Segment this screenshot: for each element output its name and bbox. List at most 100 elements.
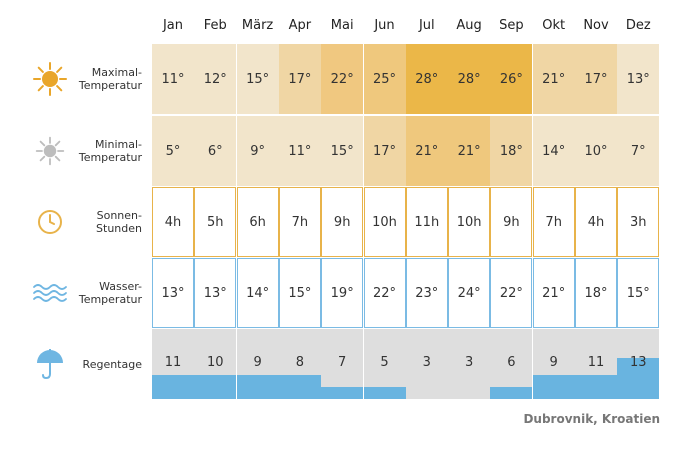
sun-hours-cell: 5h: [194, 187, 237, 257]
rain-days-cell: 3: [448, 329, 491, 399]
max-temp-cell: 17°: [575, 44, 617, 114]
min-temp-cell: 6°: [194, 116, 237, 186]
rain-days-cell: 9: [236, 329, 279, 399]
month-header-cell: Feb: [203, 18, 227, 33]
sun-hours-cell: 10h: [448, 187, 491, 257]
min-temp-cell: 7°: [617, 116, 660, 186]
rain-days-cell: 9: [532, 329, 575, 399]
month-header-cell: Mai: [330, 18, 354, 33]
row-label-sun-hours: Sonnen- Stunden: [30, 187, 142, 257]
min-temp-cell: 17°: [363, 116, 406, 186]
min-temp-cell: 10°: [575, 116, 617, 186]
rain-fill-bar: [278, 374, 321, 399]
max-temp-cell: 22°: [321, 44, 364, 114]
water-temp-cell: 23°: [405, 258, 448, 328]
sun-hours-cell: 9h: [321, 187, 364, 257]
rain-fill-bar: [575, 374, 617, 399]
rain-days-cell: 10: [194, 329, 237, 399]
water-temp-cell: 22°: [490, 258, 533, 328]
rain-fill-bar: [152, 374, 194, 399]
water-temp-cell: 15°: [278, 258, 321, 328]
month-header: Jan Feb März Apr Mai Jun Jul Aug Sep Okt Nov Dez: [152, 14, 662, 38]
sun-hours-cell: 7h: [532, 187, 575, 257]
umbrella-icon: [30, 329, 70, 399]
sun-hours-row: 4h 5h 6h 7h 9h 10h 11h 10h 9h 7h 4h 3h: [152, 187, 662, 257]
row-label-text: Wasser- Temperatur: [78, 280, 142, 306]
water-temp-cell: 22°: [363, 258, 406, 328]
location-label: Dubrovnik, Kroatien: [523, 412, 660, 426]
rain-fill-bar: [236, 374, 279, 399]
row-label-text: Regentage: [82, 357, 142, 371]
rain-days-value: 5: [380, 355, 389, 370]
row-label-max-temp: Maximal- Temperatur: [30, 44, 142, 114]
water-temp-cell: 21°: [532, 258, 575, 328]
water-temp-cell: 24°: [448, 258, 491, 328]
month-header-cell: Jan: [162, 18, 184, 33]
month-header-cell: Jul: [418, 18, 435, 33]
sun-hours-cell: 4h: [152, 187, 194, 257]
sun-hours-cell: 10h: [363, 187, 406, 257]
rain-fill-bar: [532, 374, 575, 399]
water-temp-cell: 15°: [617, 258, 660, 328]
month-header-cell: Sep: [499, 18, 524, 33]
sun-hours-cell: 4h: [575, 187, 617, 257]
month-header-cell: März: [241, 18, 274, 33]
water-temp-cell: 19°: [321, 258, 364, 328]
rain-days-value: 8: [295, 355, 305, 370]
rain-days-value: 13: [630, 355, 647, 370]
max-temp-cell: 11°: [152, 44, 194, 114]
max-temp-cell: 28°: [405, 44, 448, 114]
rain-fill-bar: [363, 387, 406, 399]
clock-icon: [30, 187, 70, 257]
month-header-cell: Aug: [456, 18, 482, 33]
rain-days-cell: 3: [405, 329, 448, 399]
row-label-text: Minimal- Temperatur: [78, 138, 142, 164]
rain-days-value: 11: [164, 355, 182, 370]
month-header-cell: Apr: [288, 18, 312, 33]
min-temp-cell: 21°: [405, 116, 448, 186]
rain-days-value: 3: [464, 355, 474, 370]
max-temp-cell: 25°: [363, 44, 406, 114]
min-temp-cell: 21°: [448, 116, 491, 186]
sun-hours-cell: 11h: [405, 187, 448, 257]
rain-fill-bar: [617, 358, 660, 399]
rain-days-cell: 7: [321, 329, 364, 399]
max-temp-cell: 15°: [236, 44, 279, 114]
sun-hours-cell: 7h: [278, 187, 321, 257]
rain-days-cell: 13: [617, 329, 660, 399]
min-temp-cell: 14°: [532, 116, 575, 186]
rain-fill-bar: [194, 374, 237, 399]
water-temp-cell: 13°: [194, 258, 237, 328]
rain-days-cell: 5: [363, 329, 406, 399]
max-temp-cell: 17°: [278, 44, 321, 114]
row-label-rain-days: Regentage: [30, 329, 142, 399]
rain-days-value: 9: [253, 355, 262, 370]
month-header-cell: Nov: [583, 18, 609, 33]
rain-days-value: 3: [422, 355, 431, 370]
sun-hours-cell: 3h: [617, 187, 660, 257]
sun-hours-cell: 6h: [236, 187, 279, 257]
month-header-cell: Okt: [542, 18, 566, 33]
max-temp-cell: 21°: [532, 44, 575, 114]
max-temp-cell: 13°: [617, 44, 660, 114]
max-temp-row: 11° 12° 15° 17° 22° 25° 28° 28° 26° 21° 17° 13°: [152, 44, 662, 114]
row-label-text: Sonnen- Stunden: [96, 209, 142, 235]
row-label-water-temp: Wasser- Temperatur: [30, 258, 142, 328]
min-temp-cell: 9°: [236, 116, 279, 186]
rain-days-value: 10: [207, 355, 224, 370]
row-label-text: Maximal- Temperatur: [78, 66, 142, 92]
rain-days-value: 9: [549, 355, 558, 370]
min-temp-cell: 11°: [278, 116, 321, 186]
month-header-cell: Dez: [625, 18, 651, 33]
water-temp-cell: 14°: [236, 258, 279, 328]
rain-days-row: 11 10 9 8 7 5 3 3 6 9 11 13: [152, 329, 662, 399]
min-temp-cell: 15°: [321, 116, 364, 186]
rain-fill-bar: [321, 387, 364, 399]
max-temp-cell: 12°: [194, 44, 237, 114]
rain-days-value: 7: [338, 355, 347, 370]
rain-days-value: 11: [587, 355, 605, 370]
rain-days-value: 6: [507, 355, 516, 370]
min-temp-cell: 18°: [490, 116, 533, 186]
max-temp-cell: 26°: [490, 44, 533, 114]
rain-days-cell: 6: [490, 329, 533, 399]
